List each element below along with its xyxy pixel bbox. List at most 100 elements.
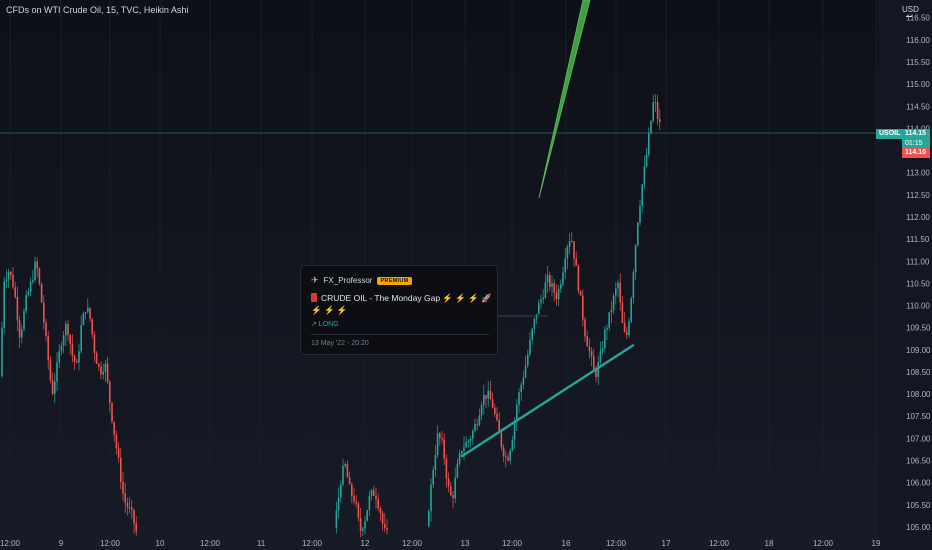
candle-body — [87, 307, 89, 312]
candle-body — [568, 241, 571, 248]
candle-body — [476, 424, 478, 426]
candle-body — [588, 346, 591, 351]
candle-body — [659, 118, 661, 123]
candle-body — [630, 298, 632, 322]
idea-title-row[interactable]: CRUDE OIL - The Monday Gap ⚡️ ⚡️ ⚡️ 🚀 ⚡️… — [311, 292, 493, 316]
candle-body — [43, 302, 45, 323]
candle-body — [366, 510, 368, 521]
time-tick-label: 17 — [662, 539, 671, 548]
price-tick-label: 110.50 — [906, 279, 930, 288]
time-tick-label: 12 — [361, 539, 370, 548]
symbol-label: USOIL — [879, 130, 901, 137]
candle-body — [447, 478, 450, 487]
idea-card[interactable]: ✈ FX_Professor PREMIUM CRUDE OIL - The M… — [300, 265, 498, 355]
candle-body — [65, 323, 67, 336]
candle-body — [590, 350, 593, 357]
candle-body — [131, 507, 133, 510]
forecast-arrow — [538, 0, 591, 199]
candle-body — [452, 495, 454, 499]
candle-body — [384, 523, 386, 528]
price-tick-label: 110.00 — [906, 302, 930, 311]
candle-body — [362, 528, 364, 531]
premium-badge: PREMIUM — [377, 276, 412, 285]
idea-title: CRUDE OIL - The Monday Gap ⚡️ ⚡️ ⚡️ 🚀 ⚡️… — [311, 293, 492, 315]
time-tick-label: 12:00 — [709, 539, 730, 548]
candle-body — [95, 352, 98, 364]
candle-body — [432, 470, 434, 485]
candle-body — [375, 495, 377, 500]
time-tick-label: 12:00 — [302, 539, 323, 548]
candle-body — [434, 454, 437, 471]
candle-body — [621, 302, 624, 323]
candle-body — [505, 456, 507, 458]
candle-body — [529, 339, 531, 355]
candle-body — [474, 424, 476, 432]
price-tick-label: 107.50 — [906, 412, 931, 421]
candle-body — [36, 261, 38, 269]
candle-body — [489, 390, 492, 400]
candle-body — [100, 366, 102, 375]
candle-body — [502, 447, 505, 457]
candle-body — [522, 377, 525, 385]
candle-body — [56, 362, 58, 382]
candle-body — [469, 438, 472, 441]
candle-body — [648, 133, 650, 155]
candle-body — [62, 335, 65, 346]
candle-body — [513, 420, 516, 440]
candle-body — [98, 363, 100, 367]
candle-body — [357, 503, 360, 518]
candle-body — [38, 268, 41, 284]
candle-body — [461, 450, 463, 454]
candle-body — [82, 313, 85, 326]
candle-body — [560, 284, 562, 289]
candle-body — [27, 292, 30, 296]
candle-body — [18, 320, 21, 338]
candle-body — [483, 395, 485, 405]
candle-body — [456, 463, 459, 478]
card-divider — [311, 334, 489, 335]
candle-body — [454, 477, 456, 499]
candles — [1, 94, 661, 537]
candle-body — [612, 295, 615, 311]
price-tick-label: 115.50 — [906, 58, 930, 67]
time-tick-label: 18 — [765, 539, 774, 548]
time-tick-label: 12:00 — [0, 539, 21, 548]
candle-body — [126, 502, 129, 508]
candle-body — [643, 166, 646, 185]
candle-body — [480, 404, 483, 416]
candle-body — [16, 296, 19, 321]
candle-body — [577, 265, 580, 291]
candle-body — [23, 311, 25, 330]
price-tick-label: 113.00 — [906, 169, 930, 178]
price-axis: 116.50 116.00 115.50 115.00 114.50 114.00 113.… — [878, 0, 932, 550]
candle-body — [128, 507, 131, 509]
currency-label[interactable]: USD — [902, 5, 919, 17]
candle-body — [542, 297, 544, 300]
candle-body — [544, 282, 547, 298]
candle-body — [656, 101, 659, 119]
candle-body — [518, 392, 520, 405]
candle-body — [21, 329, 23, 338]
candle-body — [445, 458, 448, 479]
candle-body — [450, 486, 452, 496]
candle-body — [377, 499, 379, 509]
candle-body — [373, 490, 375, 496]
candle-body — [599, 351, 602, 363]
candle-body — [551, 283, 553, 287]
candle-body — [111, 402, 113, 422]
candle-body — [71, 343, 74, 356]
idea-author[interactable]: FX_Professor — [323, 276, 373, 285]
candle-body — [14, 287, 16, 297]
time-tick-label: 9 — [59, 539, 64, 548]
candle-body — [93, 334, 96, 353]
time-tick-label: 13 — [461, 539, 470, 548]
price-tick-label: 106.00 — [906, 479, 931, 488]
candle-body — [346, 464, 349, 478]
candle-body — [610, 310, 613, 313]
candle-body — [441, 437, 443, 440]
candle-body — [76, 361, 78, 363]
time-tick-label: 10 — [156, 539, 165, 548]
candle-body — [25, 295, 27, 312]
candle-body — [58, 351, 60, 363]
